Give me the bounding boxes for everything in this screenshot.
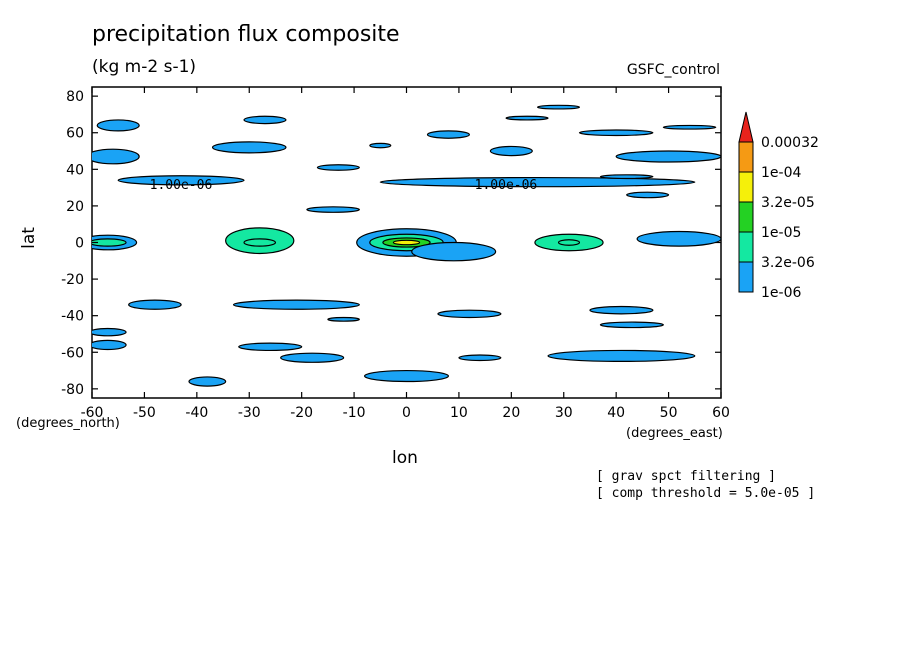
x-tick-label-7: 10: [450, 405, 468, 421]
chart-units: (kg m-2 s-1): [92, 57, 197, 77]
y-tick-label-4: 0: [75, 236, 84, 252]
model-label: GSFC_control: [626, 62, 720, 78]
x-tick-label-4: -20: [290, 405, 313, 421]
contour-region-21: [316, 164, 360, 171]
x-tick-label-10: 40: [607, 405, 625, 421]
contour-region-34: [599, 321, 664, 329]
y-tick-label-7: 60: [66, 126, 84, 142]
contour-regions: [92, 104, 721, 387]
contour-region-17: [243, 115, 287, 125]
colorbar-label-0: 0.00032: [761, 135, 819, 151]
x-tick-label-3: -30: [238, 405, 261, 421]
colorbar-swatch-4: [738, 231, 754, 263]
contour-region-20: [615, 150, 721, 163]
y-tick-label-5: 20: [66, 199, 84, 215]
y-tick-label-6: 40: [66, 162, 84, 178]
x-axis-label: lon: [392, 448, 418, 468]
x-tick-label-6: 0: [402, 405, 411, 421]
y-tick-label-1: -60: [61, 345, 84, 361]
contour-region-27: [578, 129, 654, 137]
y-tick-label-2: -40: [61, 309, 84, 325]
contour-region-43: [327, 316, 360, 322]
contour-region-38: [280, 352, 345, 363]
contour-region-26: [536, 104, 581, 110]
colorbar-swatch-1: [738, 141, 754, 173]
y-axis-ticks: -80 -60 -40 -20 0 20 40 60 80: [61, 89, 721, 398]
contour-region-4: [411, 241, 497, 262]
colorbar-label-5: 1e-06: [761, 285, 801, 301]
contour-region-24: [626, 191, 670, 199]
y-tick-label-0: -80: [61, 382, 84, 398]
chart-title: precipitation flux composite: [92, 22, 400, 47]
contour-region-36: [92, 339, 127, 351]
contour-region-16: [211, 141, 287, 154]
contour-region-42: [363, 369, 450, 383]
contour-region-35: [92, 327, 127, 337]
colorbar-label-3: 1e-05: [761, 225, 801, 241]
colorbar-swatch-2: [738, 171, 754, 203]
contour-region-25: [505, 115, 549, 121]
contour-region-12: [96, 119, 140, 132]
contour-region-14: [117, 175, 245, 186]
colorbar-label-2: 3.2e-05: [761, 195, 815, 211]
contour-region-3: [392, 239, 421, 246]
y-unit-label: (degrees_north): [16, 416, 120, 431]
colorbar-swatch-5: [738, 261, 754, 293]
x-tick-label-12: 60: [712, 405, 730, 421]
x-tick-label-5: -10: [343, 405, 366, 421]
y-axis-label: lat: [18, 227, 39, 249]
x-tick-label-8: 20: [502, 405, 520, 421]
contour-region-13: [92, 148, 140, 165]
contour-region-15: [379, 176, 696, 188]
colorbar: 0.00032 1e-04 3.2e-05 1e-05 3.2e-06 1e-06: [738, 111, 819, 301]
contour-region-39: [458, 354, 502, 362]
contour-region-41: [188, 376, 227, 387]
x-unit-label: (degrees_east): [626, 426, 723, 441]
colorbar-label-4: 3.2e-06: [761, 255, 815, 271]
colorbar-triangle: [738, 111, 754, 143]
contour-region-10: [92, 238, 127, 247]
colorbar-swatch-3: [738, 201, 754, 233]
contour-region-30: [128, 299, 182, 310]
contour-region-37: [238, 342, 303, 352]
contour-region-18: [426, 130, 470, 139]
contour-region-22: [306, 206, 360, 213]
contour-region-31: [232, 299, 360, 310]
filter-note: [ grav spct filtering ]: [596, 469, 777, 484]
contour-region-40: [547, 349, 696, 363]
x-tick-label-2: -40: [185, 405, 208, 421]
colorbar-label-1: 1e-04: [761, 165, 801, 181]
x-tick-label-0: -60: [81, 405, 104, 421]
threshold-note: [ comp threshold = 5.0e-05 ]: [596, 486, 816, 501]
contour-region-33: [589, 305, 654, 315]
contour-labels: 1.00e-06 1.00e-06: [150, 178, 538, 193]
contour-region-28: [662, 124, 717, 130]
contour-region-8: [557, 239, 581, 246]
x-tick-label-9: 30: [555, 405, 573, 421]
contour-region-32: [437, 309, 502, 319]
contour-region-23: [369, 142, 392, 149]
x-tick-label-11: 50: [660, 405, 678, 421]
contour-region-11: [636, 230, 721, 247]
x-tick-label-1: -50: [133, 405, 156, 421]
y-tick-label-8: 80: [66, 89, 84, 105]
contour-region-29: [599, 174, 654, 180]
contour-region-6: [243, 238, 277, 247]
contour-region-19: [489, 145, 533, 157]
x-axis-ticks: -60 -50 -40 -30 -20 -10 0 10 20 30 40 50 60: [81, 87, 730, 421]
contour-label-1: 1.00e-06: [475, 178, 538, 193]
y-tick-label-3: -20: [61, 272, 84, 288]
contour-label-0: 1.00e-06: [150, 178, 213, 193]
